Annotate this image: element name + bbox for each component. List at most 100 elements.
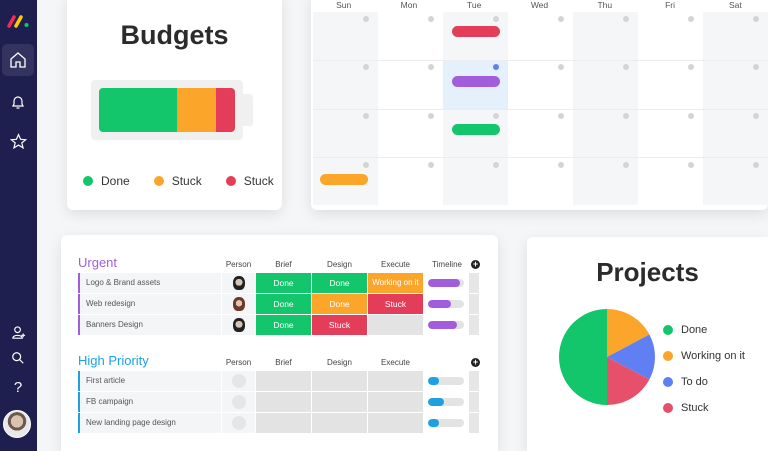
legend-dot-icon [663,325,673,335]
week-divider [313,109,768,110]
column-header: Person [225,260,252,269]
item-name[interactable]: Banners Design [78,315,221,335]
pie-slice-stuck [607,357,650,405]
star-icon [9,132,27,149]
item-name[interactable]: Web redesign [78,294,221,314]
week-divider [313,60,768,61]
status-cell[interactable] [312,371,367,391]
column-header: Execute [381,358,410,367]
status-cell[interactable] [368,315,423,335]
sidebar-help-button[interactable]: ? [2,371,34,403]
calendar-column [378,12,443,205]
battery-segment-stuck [215,88,235,132]
calendar-column [313,12,378,205]
monday-logo-icon[interactable] [7,14,31,28]
item-name[interactable]: New landing page design [78,413,221,433]
status-cell[interactable] [256,371,311,391]
status-cell[interactable]: Done [312,294,367,314]
legend-dot-icon [225,176,236,186]
search-icon [12,352,24,364]
group-title-high-priority[interactable]: High Priority [78,353,149,368]
projects-card: Projects Done Working on it To do Stuck [527,237,768,451]
sidebar-home-button[interactable] [2,44,34,76]
boards-card: Urgent Person Brief Design Execute Timel… [61,235,498,451]
legend-dot-icon [663,351,673,361]
calendar-column [508,12,573,205]
home-icon [10,52,26,68]
bell-icon [12,96,24,109]
timeline-cell[interactable] [424,371,468,391]
calendar-column [638,12,703,205]
status-cell[interactable]: Done [256,294,311,314]
person-cell[interactable] [222,294,255,314]
table-row[interactable]: Logo & Brand assets Done Done Working on… [78,273,479,293]
weekday-label: Sat [728,0,742,10]
person-cell[interactable] [222,315,255,335]
table-row[interactable]: FB campaign [78,392,479,412]
legend-dot-icon [663,377,673,387]
status-cell[interactable] [312,413,367,433]
person-cell[interactable] [222,273,255,293]
legend-dot-icon [153,176,164,186]
table-row[interactable]: Banners Design Done Stuck [78,315,479,335]
sidebar-search-button[interactable] [2,342,34,374]
item-name[interactable]: FB campaign [78,392,221,412]
pie-slice-todo [607,334,655,380]
projects-title: Projects [596,257,699,287]
empty-avatar-icon [231,374,246,388]
calendar-weekday-header: Sun Mon Tue Wed Thu Fri Sat [311,0,768,12]
timeline-cell[interactable] [424,294,468,314]
calendar-event[interactable] [452,124,500,135]
add-column-icon[interactable]: + [471,357,480,367]
calendar-column [573,12,638,205]
status-cell[interactable] [256,413,311,433]
status-cell[interactable]: Stuck [368,294,423,314]
legend-dot-icon [83,176,93,186]
battery-cap [243,94,253,126]
status-cell[interactable]: Done [256,273,311,293]
status-cell[interactable]: Stuck [312,315,367,335]
timeline-cell[interactable] [424,413,468,433]
group-title-urgent[interactable]: Urgent [78,255,118,270]
status-cell[interactable] [312,392,367,412]
calendar-event[interactable] [320,174,368,185]
timeline-cell[interactable] [424,273,468,293]
projects-pie-chart [559,309,655,405]
status-cell[interactable]: Working on it [368,273,423,293]
status-cell[interactable] [368,392,423,412]
pie-slice-done [559,309,607,405]
status-cell[interactable] [368,413,423,433]
table-row[interactable]: Web redesign Done Done Stuck [78,294,479,314]
status-cell[interactable] [368,371,423,391]
status-cell[interactable] [256,392,311,412]
battery-segment-done [99,88,177,132]
sidebar-notifications-button[interactable] [2,86,34,118]
legend-item: Working on it [663,343,745,369]
budget-battery [91,80,243,140]
person-cell[interactable] [222,371,255,391]
status-cell[interactable]: Done [312,273,367,293]
person-avatar [232,318,245,332]
table-row[interactable]: New landing page design [78,413,479,433]
status-cell[interactable]: Done [256,315,311,335]
battery-segment-working [176,88,216,132]
item-name[interactable]: First article [78,371,221,391]
add-column-icon[interactable]: + [471,259,480,269]
sidebar-favorites-button[interactable] [2,125,34,157]
timeline-cell[interactable] [424,315,468,335]
timeline-cell[interactable] [424,392,468,412]
table-row[interactable]: First article [78,371,479,391]
week-divider [313,157,768,158]
calendar-grid [313,12,768,205]
sidebar-invite-button[interactable] [2,316,34,348]
person-cell[interactable] [222,392,255,412]
budgets-title: Budgets [120,20,229,50]
empty-avatar-icon [231,395,246,409]
budgets-legend: Done Stuck Stuck [83,174,274,188]
calendar-event[interactable] [452,76,500,87]
item-name[interactable]: Logo & Brand assets [78,273,221,293]
user-avatar[interactable] [3,410,31,438]
column-header: Execute [381,260,410,269]
person-cell[interactable] [222,413,255,433]
calendar-event[interactable] [452,26,500,37]
